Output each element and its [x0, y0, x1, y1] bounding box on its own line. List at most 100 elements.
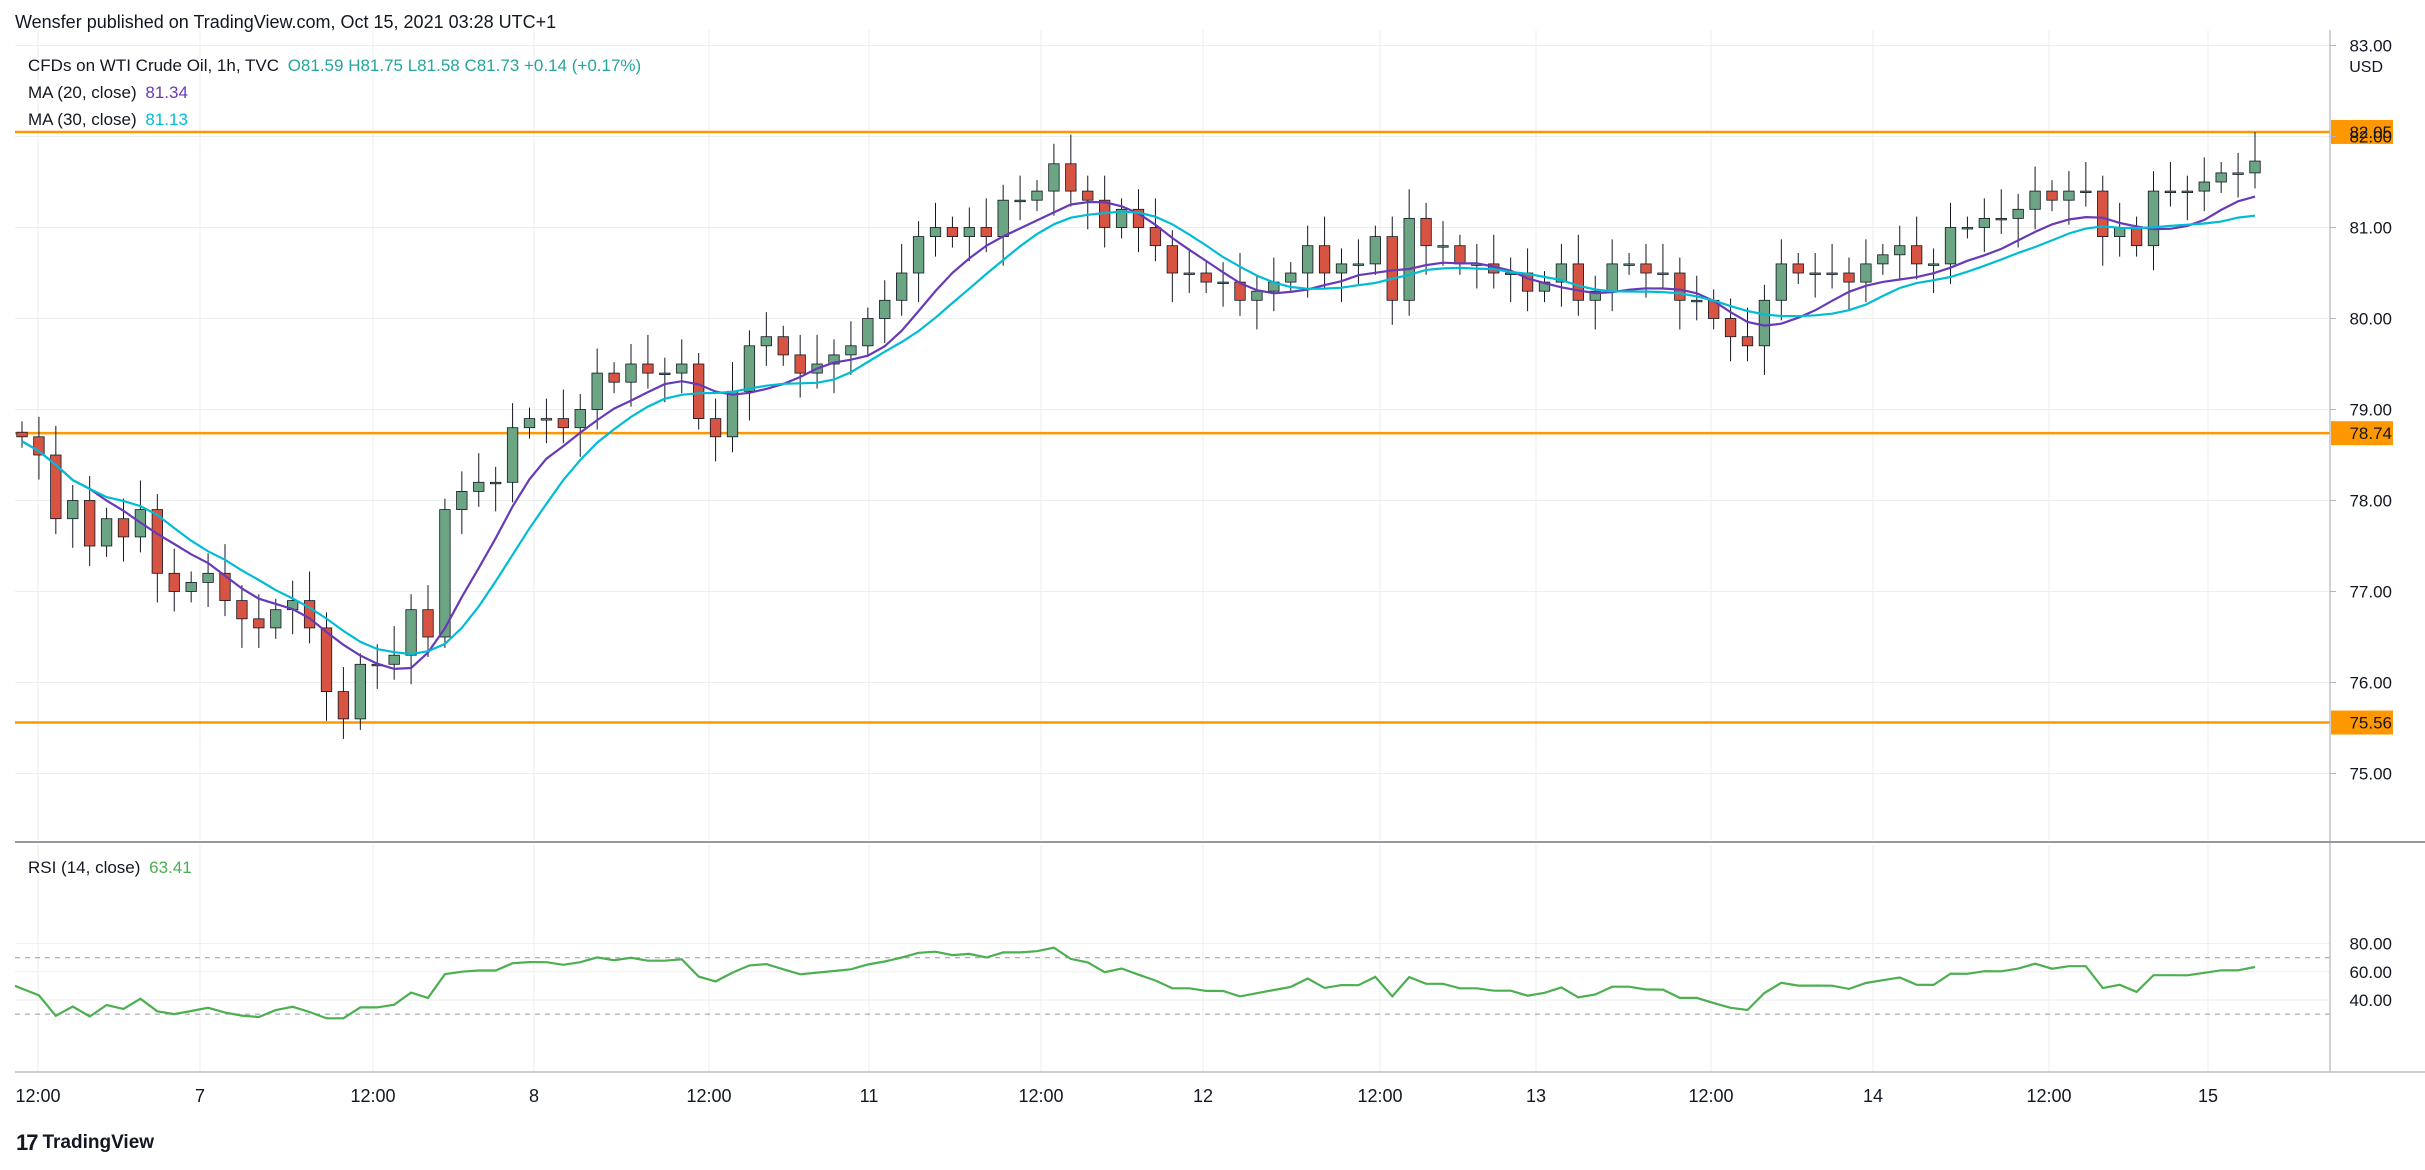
price-tick-label: 77.00 [2349, 583, 2392, 602]
candle-body [1758, 299, 1771, 347]
candle-body [1860, 263, 1872, 283]
candle-body [540, 418, 553, 421]
price-level-badge [2331, 119, 2393, 144]
candle-body [1318, 245, 1331, 274]
time-axis[interactable]: 12:00 7 12:00 8 12:00 11 12:00 12 12:00 13 12:00 14… [15, 1086, 2218, 1106]
candle-body [794, 354, 806, 374]
candle-body [1724, 318, 1737, 338]
candle-body [1657, 272, 1669, 275]
ma20-legend[interactable]: MA (20, close) 81.34 [28, 83, 188, 103]
candle-body [67, 500, 79, 520]
candle-body [1741, 336, 1754, 347]
candle-body [2029, 190, 2041, 210]
candle-body [760, 336, 772, 347]
time-tick-label: 12 [1193, 1086, 1213, 1106]
candle-body [676, 363, 688, 374]
candle-body [50, 454, 62, 520]
grid [15, 30, 2330, 1072]
candle-body [2130, 227, 2143, 247]
rsi-line [14, 946, 2256, 1020]
candle-body [946, 227, 959, 237]
candle-body [1352, 263, 1365, 266]
rsi-legend[interactable]: RSI (14, close) 63.41 [28, 858, 192, 878]
candle-body [490, 481, 502, 485]
symbol-legend[interactable]: CFDs on WTI Crude Oil, 1h, TVC O81.59 H8… [28, 56, 641, 76]
candle-body [1369, 236, 1381, 265]
candle-body [2164, 190, 2177, 194]
candle-body [151, 509, 163, 574]
candle-body [2249, 160, 2261, 174]
candle-body [980, 227, 992, 237]
candle-body [2215, 172, 2227, 183]
candle-body [1674, 272, 1686, 301]
candle-body [523, 418, 536, 429]
price-level-badge [2331, 421, 2393, 446]
candle-body [1403, 217, 1415, 301]
candle-body [117, 518, 130, 538]
time-tick-label: 14 [1863, 1086, 1883, 1106]
candle-body [1149, 227, 1162, 247]
ma30-legend[interactable]: MA (30, close) 81.13 [28, 110, 188, 130]
candle-body [320, 627, 333, 693]
price-tick-label: 76.00 [2349, 674, 2392, 693]
candle-body [2097, 190, 2109, 238]
candle-body [2080, 190, 2092, 194]
candle-body [2181, 190, 2193, 194]
candle-body [1961, 227, 1974, 230]
tradingview-footer[interactable]: 17 TradingView [16, 1130, 154, 1156]
candle-body [354, 663, 366, 720]
rsi-tick-label: 60.00 [2349, 963, 2392, 982]
publisher-line: Wensfer published on TradingView.com, Oc… [15, 12, 557, 32]
candle-body [456, 490, 468, 510]
candle-body [439, 509, 451, 638]
candle-body [1555, 263, 1568, 283]
candle-body [1572, 263, 1584, 301]
candle-body [2147, 190, 2160, 247]
candle-body [963, 227, 975, 237]
candle-body [625, 363, 637, 383]
price-tick-label: 83.00 [2349, 37, 2392, 56]
candle-body [1809, 272, 1821, 275]
candle-body [896, 272, 908, 301]
candle-body [1335, 263, 1348, 274]
ma30-value: 81.13 [145, 110, 188, 129]
tradingview-brand: TradingView [42, 1132, 155, 1153]
candle-body [236, 600, 248, 620]
time-tick-label: 8 [529, 1086, 539, 1106]
candle-body [777, 336, 789, 356]
candle-body [1014, 199, 1026, 203]
candle-body [879, 299, 891, 319]
price-level-label: 75.56 [2349, 714, 2392, 733]
candle-body [1927, 263, 1940, 266]
horizontal-levels[interactable]: 82.05 78.74 75.56 [15, 119, 2393, 735]
candle-body [1978, 217, 1990, 228]
candle-body [1454, 245, 1466, 265]
candle-body [1894, 245, 1906, 256]
candle-body [1623, 263, 1635, 266]
time-tick-label: 13 [1526, 1086, 1546, 1106]
time-tick-label: 12:00 [1688, 1086, 1733, 1106]
candle-body [2232, 172, 2244, 175]
pane-frame [15, 30, 2425, 1073]
candle-body [574, 409, 586, 429]
price-axis[interactable]: 75.00 76.00 77.00 78.00 79.00 80.00 81.00 82.00… [2330, 37, 2392, 1011]
candle-body [1031, 190, 1043, 201]
candle-body [1217, 281, 1229, 285]
candle-body [405, 609, 417, 656]
price-tick-label: 81.00 [2349, 219, 2392, 238]
ma20-label: MA (20, close) [28, 83, 137, 102]
candle-body [1183, 272, 1195, 275]
candle-body [253, 618, 265, 629]
candle-body [845, 345, 857, 356]
candle-body [2046, 190, 2058, 201]
candle-body [709, 418, 722, 438]
candle-body [168, 572, 180, 592]
tradingview-logo-icon: 17 [16, 1130, 39, 1155]
candle-body [473, 481, 485, 492]
candle-body [862, 318, 874, 347]
candle-body [185, 582, 197, 592]
candle-body [1640, 263, 1652, 274]
candle-body [100, 518, 113, 547]
candle-body [828, 354, 840, 365]
